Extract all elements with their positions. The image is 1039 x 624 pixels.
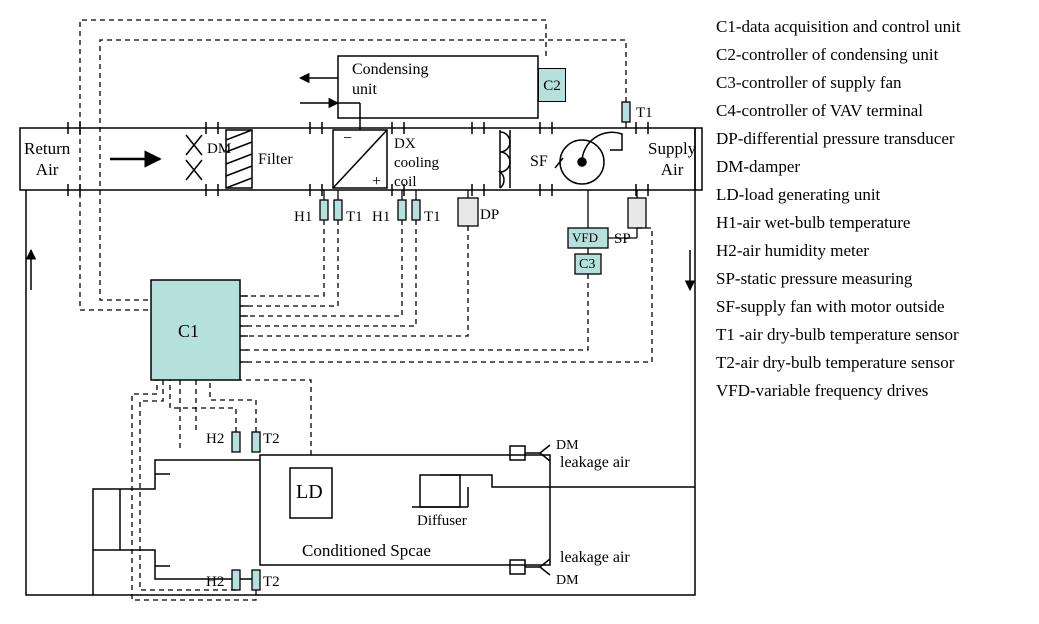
t1-label-1: T1 — [346, 208, 363, 227]
c2-label: C2 — [543, 78, 561, 94]
dp-label: DP — [480, 206, 499, 225]
t2-label-2: T2 — [263, 573, 280, 592]
legend-item: LD-load generating unit — [716, 185, 880, 205]
filter-label: Filter — [258, 150, 293, 170]
legend-item: T1 -air dry-bulb temperature sensor — [716, 325, 959, 345]
legend-item: C1-data acquisition and control unit — [716, 17, 961, 37]
dm-leak2-label: DM — [556, 572, 579, 590]
dm-leak1-label: DM — [556, 437, 579, 455]
vfd-label: VFD — [572, 230, 598, 246]
legend-item: C3-controller of supply fan — [716, 73, 902, 93]
h1-label-1: H1 — [294, 208, 312, 227]
legend-item: DM-damper — [716, 157, 800, 177]
sf-label: SF — [530, 152, 548, 172]
svg-text:−: − — [343, 130, 352, 147]
legend-item: H2-air humidity meter — [716, 241, 869, 261]
legend-item: DP-differential pressure transducer — [716, 129, 955, 149]
legend-item: C4-controller of VAV terminal — [716, 101, 923, 121]
legend-item: T2-air dry-bulb temperature sensor — [716, 353, 954, 373]
c3-label: C3 — [579, 256, 595, 274]
legend-item: C2-controller of condensing unit — [716, 45, 938, 65]
dx-coil-label: DX cooling coil — [394, 135, 439, 191]
diffuser-label: Diffuser — [417, 512, 467, 531]
h1-label-2: H1 — [372, 208, 390, 227]
condensing-unit-label: Condensing unit — [352, 60, 428, 100]
ld-label: LD — [296, 480, 323, 505]
leakage1-label: leakage air — [560, 453, 630, 473]
t1-right-label: T1 — [636, 104, 653, 123]
sp-label: SP — [614, 230, 631, 249]
conditioned-space-label: Conditioned Spcae — [302, 540, 431, 561]
dm-top-label: DM — [207, 140, 231, 159]
h2-label-2: H2 — [206, 573, 224, 592]
legend-item: SP-static pressure measuring — [716, 269, 912, 289]
c1-label: C1 — [178, 320, 199, 343]
c2-box: C2 — [538, 68, 566, 102]
h2-label-1: H2 — [206, 430, 224, 449]
leakage2-label: leakage air — [560, 548, 630, 568]
legend-item: H1-air wet-bulb temperature — [716, 213, 910, 233]
t2-label-1: T2 — [263, 430, 280, 449]
supply-air-label: Supply Air — [648, 138, 696, 181]
t1-label-2: T1 — [424, 208, 441, 227]
legend-item: VFD-variable frequency drives — [716, 381, 928, 401]
svg-text:+: + — [372, 173, 381, 190]
legend-item: SF-supply fan with motor outside — [716, 297, 945, 317]
return-air-label: Return Air — [24, 138, 70, 181]
